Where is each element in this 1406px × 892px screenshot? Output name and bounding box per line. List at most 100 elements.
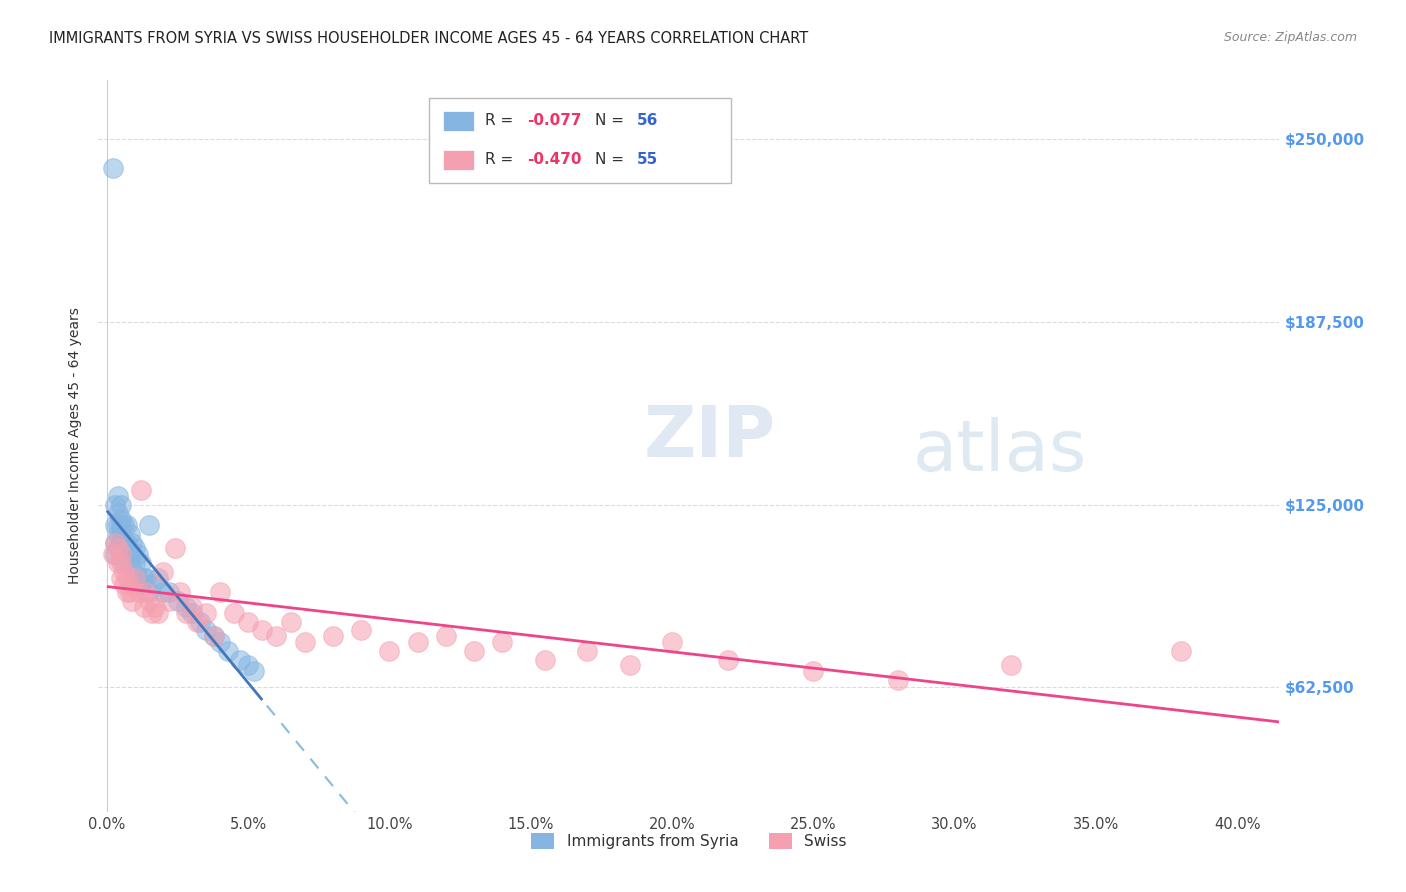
Point xyxy=(112,518,135,533)
Point xyxy=(124,571,146,585)
Text: Source: ZipAtlas.com: Source: ZipAtlas.com xyxy=(1223,31,1357,45)
Point xyxy=(434,629,457,643)
Point xyxy=(121,594,143,608)
Point xyxy=(135,585,157,599)
Point xyxy=(132,599,155,614)
Text: 55: 55 xyxy=(637,153,658,168)
Point xyxy=(174,606,197,620)
Point xyxy=(141,606,163,620)
Point xyxy=(129,576,152,591)
Point xyxy=(141,576,163,591)
Point xyxy=(110,535,132,549)
Point xyxy=(138,594,160,608)
Point xyxy=(112,547,135,561)
Text: atlas: atlas xyxy=(912,417,1087,486)
Point xyxy=(180,599,202,614)
Point xyxy=(107,541,129,556)
Point xyxy=(127,585,149,599)
Text: ZIP: ZIP xyxy=(644,402,776,472)
Point xyxy=(146,571,169,585)
Point xyxy=(266,629,288,643)
Point xyxy=(174,599,197,614)
Point xyxy=(350,624,373,638)
Point xyxy=(104,518,127,533)
Point xyxy=(107,556,129,570)
Text: IMMIGRANTS FROM SYRIA VS SWISS HOUSEHOLDER INCOME AGES 45 - 64 YEARS CORRELATION: IMMIGRANTS FROM SYRIA VS SWISS HOUSEHOLD… xyxy=(49,31,808,46)
Point xyxy=(135,571,157,585)
Point xyxy=(194,606,217,620)
Point xyxy=(717,652,740,666)
Point xyxy=(127,547,149,561)
Point xyxy=(110,556,132,570)
Point xyxy=(124,556,146,570)
Point xyxy=(166,594,188,608)
Point xyxy=(107,541,129,556)
Point xyxy=(124,571,146,585)
Point xyxy=(238,658,260,673)
Point xyxy=(163,541,186,556)
Text: -0.470: -0.470 xyxy=(527,153,582,168)
Point xyxy=(202,629,225,643)
Point xyxy=(322,629,344,643)
Point xyxy=(1000,658,1022,673)
Point xyxy=(132,571,155,585)
Point xyxy=(294,635,316,649)
Point xyxy=(228,652,250,666)
Point xyxy=(661,635,683,649)
Point xyxy=(169,585,191,599)
Point xyxy=(463,644,485,658)
Point xyxy=(801,665,824,679)
Point xyxy=(112,576,135,591)
Point xyxy=(115,518,138,533)
Point xyxy=(208,585,231,599)
Point xyxy=(115,585,138,599)
Point xyxy=(1170,644,1192,658)
Point xyxy=(115,541,138,556)
Point xyxy=(110,512,132,526)
Point xyxy=(110,526,132,541)
Point xyxy=(121,562,143,576)
Point xyxy=(534,652,557,666)
Text: 56: 56 xyxy=(637,113,658,128)
Legend: Immigrants from Syria, Swiss: Immigrants from Syria, Swiss xyxy=(526,827,852,855)
Point xyxy=(110,498,132,512)
Point xyxy=(112,556,135,570)
Point xyxy=(104,535,127,549)
Point xyxy=(118,585,141,599)
Point xyxy=(107,526,129,541)
Point xyxy=(118,526,141,541)
Text: N =: N = xyxy=(595,153,628,168)
Point xyxy=(238,615,260,629)
Point xyxy=(101,547,124,561)
Point xyxy=(887,673,910,687)
Point xyxy=(112,535,135,549)
Y-axis label: Householder Income Ages 45 - 64 years: Householder Income Ages 45 - 64 years xyxy=(69,308,83,584)
Text: -0.077: -0.077 xyxy=(527,113,582,128)
Point xyxy=(208,635,231,649)
Point xyxy=(104,547,127,561)
Point xyxy=(180,606,202,620)
Point xyxy=(152,565,174,579)
Point xyxy=(107,518,129,533)
Point xyxy=(280,615,302,629)
Point xyxy=(121,547,143,561)
Point xyxy=(118,576,141,591)
Point xyxy=(138,518,160,533)
Point xyxy=(104,498,127,512)
Point xyxy=(118,547,141,561)
Text: N =: N = xyxy=(595,113,628,128)
Point xyxy=(491,635,513,649)
Text: R =: R = xyxy=(485,113,519,128)
Point xyxy=(110,547,132,561)
Point xyxy=(115,547,138,561)
Point xyxy=(107,506,129,520)
Point xyxy=(157,594,180,608)
Point xyxy=(112,565,135,579)
Point xyxy=(186,615,208,629)
Point xyxy=(118,556,141,570)
Point xyxy=(115,535,138,549)
Point xyxy=(576,644,599,658)
Point xyxy=(222,606,245,620)
Point xyxy=(152,585,174,599)
Point xyxy=(378,644,401,658)
